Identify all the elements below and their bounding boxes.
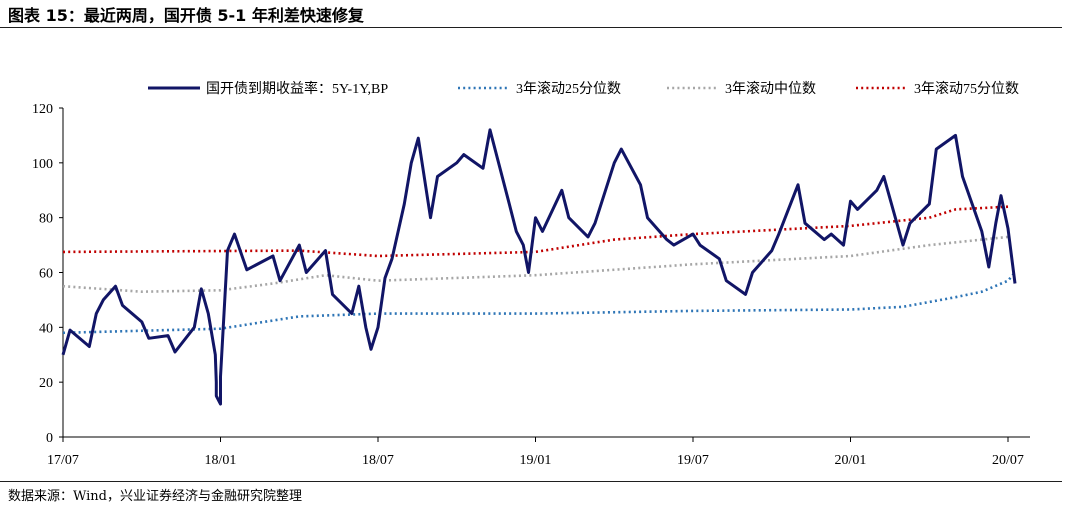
- legend-label-spread: 国开债到期收益率：5Y-1Y,BP: [206, 80, 388, 97]
- y-tick-label: 0: [46, 431, 53, 446]
- x-tick-label: 20/07: [992, 453, 1024, 468]
- y-tick-label: 100: [32, 157, 53, 172]
- legend-label-median: 3年滚动中位数: [725, 80, 816, 97]
- y-tick-label: 20: [39, 376, 53, 391]
- title-rule: [0, 27, 1062, 28]
- line-chart: 国开债到期收益率：5Y-1Y,BP 3年滚动25分位数 3年滚动中位数 3年滚动75分…: [32, 80, 1030, 468]
- x-tick-label: 18/01: [205, 453, 237, 468]
- series-line-spread: [61, 128, 1017, 406]
- axes: 0 20 40 60 80 100 120 17/07 18/01 18/07 19/01 19/07…: [32, 102, 1030, 468]
- x-tick-label: 19/07: [677, 453, 709, 468]
- data-source: 数据来源：Wind，兴业证券经济与金融研究院整理: [8, 489, 302, 504]
- y-tick-label: 80: [39, 212, 53, 227]
- y-tick-label: 60: [39, 267, 53, 282]
- legend: 国开债到期收益率：5Y-1Y,BP 3年滚动25分位数 3年滚动中位数 3年滚动75分…: [148, 80, 1019, 97]
- x-tick-label: 18/07: [362, 453, 394, 468]
- legend-label-q25: 3年滚动25分位数: [516, 80, 621, 97]
- x-tick-label: 19/01: [520, 453, 552, 468]
- legend-label-q75: 3年滚动75分位数: [914, 80, 1019, 97]
- y-tick-label: 120: [32, 102, 53, 117]
- series-line-median: [62, 235, 1009, 294]
- source-rule: [0, 481, 1062, 482]
- series-layer: [61, 128, 1017, 406]
- x-tick-label: 17/07: [47, 453, 79, 468]
- y-tick-label: 40: [39, 321, 53, 336]
- series-line-q25: [62, 271, 1016, 335]
- series-line-q75: [62, 205, 1009, 258]
- x-tick-label: 20/01: [835, 453, 867, 468]
- figure-title: 图表 15：最近两周，国开债 5-1 年利差快速修复: [8, 6, 364, 25]
